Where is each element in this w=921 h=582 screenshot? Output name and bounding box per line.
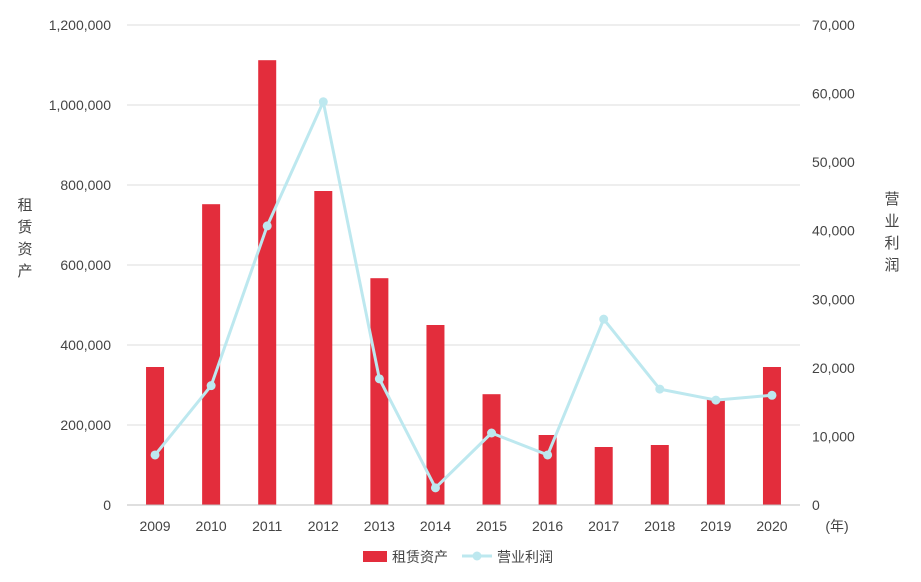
x-tick-label: 2009 xyxy=(139,518,170,534)
bar xyxy=(146,367,165,505)
y-left-tick-label: 0 xyxy=(103,497,111,513)
y-right-tick-label: 20,000 xyxy=(812,360,855,376)
line-point xyxy=(767,390,777,400)
line-point xyxy=(150,450,160,460)
y-right-tick-label: 10,000 xyxy=(812,428,855,444)
y-left-tick-label: 1,000,000 xyxy=(49,97,111,113)
line-point xyxy=(430,483,440,493)
line-point xyxy=(318,97,328,107)
bar xyxy=(258,60,277,505)
y-left-tick-label: 200,000 xyxy=(60,417,111,433)
y-left-axis-title-char: 资 xyxy=(17,241,32,258)
bar xyxy=(538,435,557,505)
x-tick-label: 2019 xyxy=(700,518,731,534)
bar xyxy=(426,325,445,505)
x-unit-label: (年) xyxy=(825,518,848,534)
bar xyxy=(650,445,669,505)
y-left-tick-label: 400,000 xyxy=(60,337,111,353)
x-tick-label: 2020 xyxy=(756,518,787,534)
line-point xyxy=(543,450,553,460)
y-right-axis-title-char: 营 xyxy=(884,191,899,208)
y-right-tick-label: 50,000 xyxy=(812,154,855,170)
axes: 0 200,000 400,000 600,000 800,000 1,000,000 1,… xyxy=(17,17,899,534)
y-left-axis-title-char: 产 xyxy=(17,263,32,280)
line-point xyxy=(655,384,665,394)
bar xyxy=(370,278,389,505)
line-point xyxy=(374,374,384,384)
bar xyxy=(482,394,501,505)
x-tick-label: 2011 xyxy=(252,518,282,534)
grid-lines xyxy=(127,24,800,426)
line-point xyxy=(487,428,497,438)
line-path xyxy=(153,100,773,490)
bar xyxy=(314,191,333,505)
bar-series xyxy=(146,60,781,505)
x-tick-label: 2013 xyxy=(364,518,395,534)
y-right-axis-title-char: 润 xyxy=(884,257,899,274)
x-tick-label: 2015 xyxy=(476,518,507,534)
y-left-tick-label: 800,000 xyxy=(60,177,111,193)
y-right-axis-title-char: 利 xyxy=(884,235,899,252)
line-point xyxy=(206,381,216,391)
y-right-tick-label: 60,000 xyxy=(812,86,855,102)
x-tick-label: 2017 xyxy=(588,518,619,534)
y-left-tick-label: 600,000 xyxy=(60,257,111,273)
line-point xyxy=(711,395,721,405)
bar xyxy=(594,447,613,505)
y-left-axis-title: 租赁资产 xyxy=(17,197,32,280)
y-right-axis-title-char: 业 xyxy=(884,213,899,230)
legend-swatch-bar xyxy=(363,551,387,562)
y-right-tick-label: 40,000 xyxy=(812,223,855,239)
y-left-axis-title-char: 租 xyxy=(17,197,32,214)
legend-label-line: 营业利润 xyxy=(497,549,553,565)
line-point xyxy=(262,221,272,231)
legend-label-bar: 租赁资产 xyxy=(392,549,448,565)
bar xyxy=(202,204,221,505)
legend-swatch-marker xyxy=(472,551,482,561)
y-right-axis-title: 营业利润 xyxy=(884,191,899,274)
line-series xyxy=(150,97,777,493)
x-tick-label: 2016 xyxy=(532,518,563,534)
y-right-tick-label: 0 xyxy=(812,497,820,513)
bar xyxy=(706,399,725,505)
x-tick-label: 2014 xyxy=(420,518,451,534)
x-tick-label: 2018 xyxy=(644,518,675,534)
legend: 租赁资产 营业利润 xyxy=(363,549,553,565)
line-point xyxy=(599,314,609,324)
x-tick-label: 2010 xyxy=(196,518,227,534)
y-left-axis-title-char: 赁 xyxy=(17,219,32,236)
y-right-tick-label: 30,000 xyxy=(812,291,855,307)
y-left-tick-label: 1,200,000 xyxy=(49,17,111,33)
x-tick-label: 2012 xyxy=(308,518,339,534)
bar xyxy=(762,367,781,505)
y-right-tick-label: 70,000 xyxy=(812,17,855,33)
